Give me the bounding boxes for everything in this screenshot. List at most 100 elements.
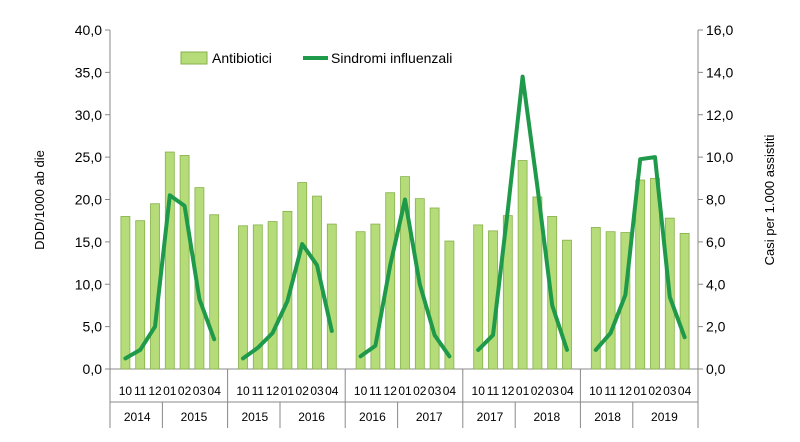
bar	[355, 231, 366, 370]
x-tick-label-month: 11	[252, 384, 265, 398]
y2-tick-label: 0,0	[706, 361, 726, 377]
bar	[267, 221, 278, 370]
bar	[650, 177, 660, 370]
x-tick-label-year: 2016	[298, 410, 325, 424]
y2-tick-label: 16,0	[706, 22, 733, 38]
x-tick-label-month: 10	[354, 384, 368, 398]
x-tick-label-month: 02	[178, 384, 192, 398]
y2-tick-label: 12,0	[706, 107, 733, 123]
y-tick-label: 0,0	[83, 361, 103, 377]
bar	[517, 160, 528, 370]
legend-label-sindromi: Sindromi influenzali	[331, 50, 452, 66]
x-tick-label-month: 10	[589, 384, 603, 398]
x-tick-label-year: 2016	[359, 410, 386, 424]
x-tick-label-year: 2017	[477, 410, 504, 424]
bar	[429, 207, 440, 370]
x-tick-label-month: 03	[428, 384, 442, 398]
x-tick-label-year: 2017	[416, 410, 443, 424]
x-tick-label-month: 11	[487, 384, 500, 398]
legend-swatch-antibiotici	[180, 51, 208, 65]
x-tick-label-year: 2015	[241, 410, 268, 424]
x-tick-label-month: 04	[325, 384, 339, 398]
bar	[562, 239, 572, 370]
x-tick-label-month: 01	[634, 384, 648, 398]
bar	[444, 240, 455, 370]
y-tick-label: 5,0	[83, 319, 103, 335]
x-tick-label-month: 04	[208, 384, 222, 398]
x-tick-label-year: 2018	[594, 410, 621, 424]
x-tick-label-month: 02	[413, 384, 427, 398]
bar	[473, 224, 484, 370]
x-tick-label-month: 03	[193, 384, 207, 398]
x-tick-label-month: 03	[663, 384, 677, 398]
x-tick-label-month: 11	[134, 384, 147, 398]
bar	[135, 220, 146, 370]
bar	[635, 179, 646, 370]
x-tick-label-month: 02	[531, 384, 545, 398]
x-tick-label-month: 02	[296, 384, 310, 398]
bar	[209, 214, 220, 370]
x-tick-label-month: 10	[119, 384, 133, 398]
y-tick-label: 15,0	[75, 234, 102, 250]
x-tick-label-month: 03	[546, 384, 560, 398]
legend: Antibiotici Sindromi influenzali	[180, 50, 452, 66]
bar	[370, 223, 381, 370]
legend-label-antibiotici: Antibiotici	[212, 50, 272, 66]
bar	[120, 216, 131, 370]
bar	[400, 176, 410, 370]
x-tick-label-month: 01	[516, 384, 530, 398]
x-tick-label-year: 2015	[181, 410, 208, 424]
y2-tick-label: 2,0	[706, 319, 726, 335]
x-tick-label-month: 04	[443, 384, 457, 398]
axes: 0,0 5,0 10,0 15,0 20,0 25,0 30,0 35,0 40,0 0,0 2,0…	[75, 22, 734, 377]
series-line-sindromi	[358, 197, 452, 359]
y2-tick-label: 10,0	[706, 149, 733, 165]
line-series	[123, 74, 687, 361]
bar	[679, 232, 690, 370]
x-tick-label-month: 12	[619, 384, 633, 398]
y2-tick-label: 4,0	[706, 276, 726, 292]
x-tick-label-month: 03	[310, 384, 324, 398]
bar	[297, 182, 308, 370]
x-tick-label-month: 12	[148, 384, 162, 398]
x-tick-label-month: 12	[384, 384, 398, 398]
x-tick-label-month: 12	[266, 384, 280, 398]
x-tick-label-year: 2014	[124, 410, 151, 424]
series-line-sindromi	[476, 74, 569, 352]
bar	[238, 225, 248, 370]
bar	[590, 227, 601, 370]
x-tick-label-month: 01	[281, 384, 295, 398]
x-tick-label-month: 02	[648, 384, 662, 398]
series-line-sindromi	[241, 242, 334, 361]
x-tick-label-month: 10	[472, 384, 486, 398]
y2-tick-label: 14,0	[706, 64, 733, 80]
bar	[252, 224, 263, 370]
x-tick-label-year: 2019	[651, 410, 678, 424]
bar	[164, 151, 175, 370]
bars	[120, 151, 690, 370]
x-tick-label-month: 11	[604, 384, 617, 398]
series-line-sindromi	[593, 155, 687, 352]
y-tick-label: 40,0	[75, 22, 102, 38]
bar	[620, 232, 631, 370]
series-line-sindromi	[123, 193, 217, 361]
x-tick-label-month: 11	[369, 384, 382, 398]
y-tick-label: 35,0	[75, 64, 102, 80]
y2-tick-label: 8,0	[706, 192, 726, 208]
bar	[179, 155, 190, 370]
y-tick-label: 20,0	[75, 192, 102, 208]
x-tick-label-month: 10	[236, 384, 250, 398]
y-tick-label: 30,0	[75, 107, 102, 123]
y-tick-label: 25,0	[75, 149, 102, 165]
x-tick-label-month: 04	[678, 384, 692, 398]
y2-axis-title: Casi per 1.000 assistiti	[762, 134, 777, 265]
bar	[605, 231, 616, 370]
x-tick-label-year: 2018	[533, 410, 560, 424]
y2-tick-label: 6,0	[706, 234, 726, 250]
y-tick-label: 10,0	[75, 276, 102, 292]
x-tick-label-month: 04	[560, 384, 574, 398]
y-axis-title: DDD/1000 ab die	[32, 150, 47, 250]
x-tick-label-month: 01	[163, 384, 177, 398]
